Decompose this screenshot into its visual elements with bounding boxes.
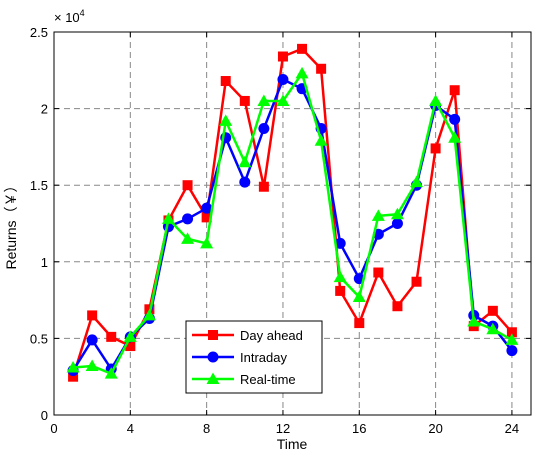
data-point-real-time [448,131,462,143]
data-point-day-ahead [354,318,365,329]
legend: Day ahead Intraday Real-time [185,320,323,394]
data-point-real-time [257,94,271,106]
data-point-real-time [333,270,347,283]
data-point-day-ahead [201,212,212,223]
series-group [66,43,519,382]
data-point-day-ahead [125,341,136,352]
data-point-day-ahead [392,301,403,312]
data-point-intraday [201,202,213,214]
data-point-real-time [314,134,328,146]
legend-marker-day-ahead [208,330,218,340]
data-point-day-ahead [487,305,498,316]
x-axis-title: Time [277,436,308,452]
y-tick-label: 1.5 [30,178,48,193]
data-point-real-time [161,212,175,224]
data-point-real-time [219,114,233,126]
y-tick-label: 0 [41,408,48,423]
x-tick-label: 12 [276,421,290,436]
data-point-intraday [239,176,251,188]
data-point-day-ahead [506,327,517,338]
data-point-real-time [352,290,366,303]
data-point-intraday [449,113,461,125]
y-axis-title: Returns（￥） [3,178,19,269]
legend-label-day-ahead: Day ahead [240,328,303,343]
data-point-intraday [258,123,270,135]
legend-marker-intraday [207,351,219,363]
data-point-real-time [295,66,309,79]
data-point-real-time [390,207,404,220]
y-multiplier-label: × 104 [54,8,85,25]
y-multiplier-base: × 10 [54,10,80,25]
data-point-real-time [276,94,290,106]
axis-ticks: 0 4 8 12 16 20 24 0 0.5 1 1.5 2 2.5 [30,25,531,436]
data-point-real-time [85,359,99,371]
x-tick-label: 8 [203,421,210,436]
y-multiplier-exponent: 4 [80,8,85,18]
data-point-day-ahead [106,331,117,342]
data-point-real-time [66,361,80,373]
legend-marker-real-time [206,372,220,384]
data-point-day-ahead [239,95,250,106]
data-point-day-ahead [87,310,98,321]
data-point-day-ahead [430,143,441,154]
data-point-day-ahead [220,76,231,87]
data-point-real-time [200,236,214,249]
data-point-day-ahead [68,371,79,382]
data-point-intraday [86,334,98,346]
plot-frame [53,31,532,416]
data-point-day-ahead [277,51,288,62]
data-point-intraday [182,213,194,225]
x-tick-label: 4 [127,421,134,436]
data-point-real-time [142,308,156,321]
x-tick-label: 24 [505,421,519,436]
data-point-real-time [123,330,137,342]
data-point-real-time [429,94,443,106]
data-point-day-ahead [449,85,460,96]
data-point-real-time [238,155,252,168]
data-point-intraday [334,237,346,249]
data-point-day-ahead [297,43,308,54]
data-point-day-ahead [182,180,193,191]
data-point-day-ahead [373,267,384,278]
series-real-time [66,66,519,379]
y-tick-label: 2 [41,102,48,117]
data-point-real-time [371,209,385,221]
data-point-intraday [277,73,289,85]
legend-item-real-time: Real-time [192,372,296,387]
data-point-real-time [410,175,424,188]
data-point-intraday [391,218,403,229]
legend-item-intraday: Intraday [192,350,287,365]
y-tick-label: 0.5 [30,331,48,346]
x-tick-label: 0 [50,421,57,436]
data-point-day-ahead [411,276,422,287]
x-tick-label: 16 [352,421,366,436]
y-tick-label: 1 [41,255,48,270]
data-point-real-time [486,322,500,335]
data-point-intraday [506,345,518,357]
legend-label-intraday: Intraday [240,350,287,365]
data-point-day-ahead [258,181,269,192]
legend-label-real-time: Real-time [240,372,296,387]
data-point-day-ahead [335,285,346,296]
legend-item-day-ahead: Day ahead [192,328,303,343]
x-tick-label: 20 [428,421,442,436]
data-point-day-ahead [316,63,327,74]
data-point-real-time [505,333,519,345]
data-point-real-time [467,315,481,327]
data-point-real-time [104,367,118,379]
data-point-real-time [181,232,195,244]
y-tick-label: 2.5 [30,25,48,40]
